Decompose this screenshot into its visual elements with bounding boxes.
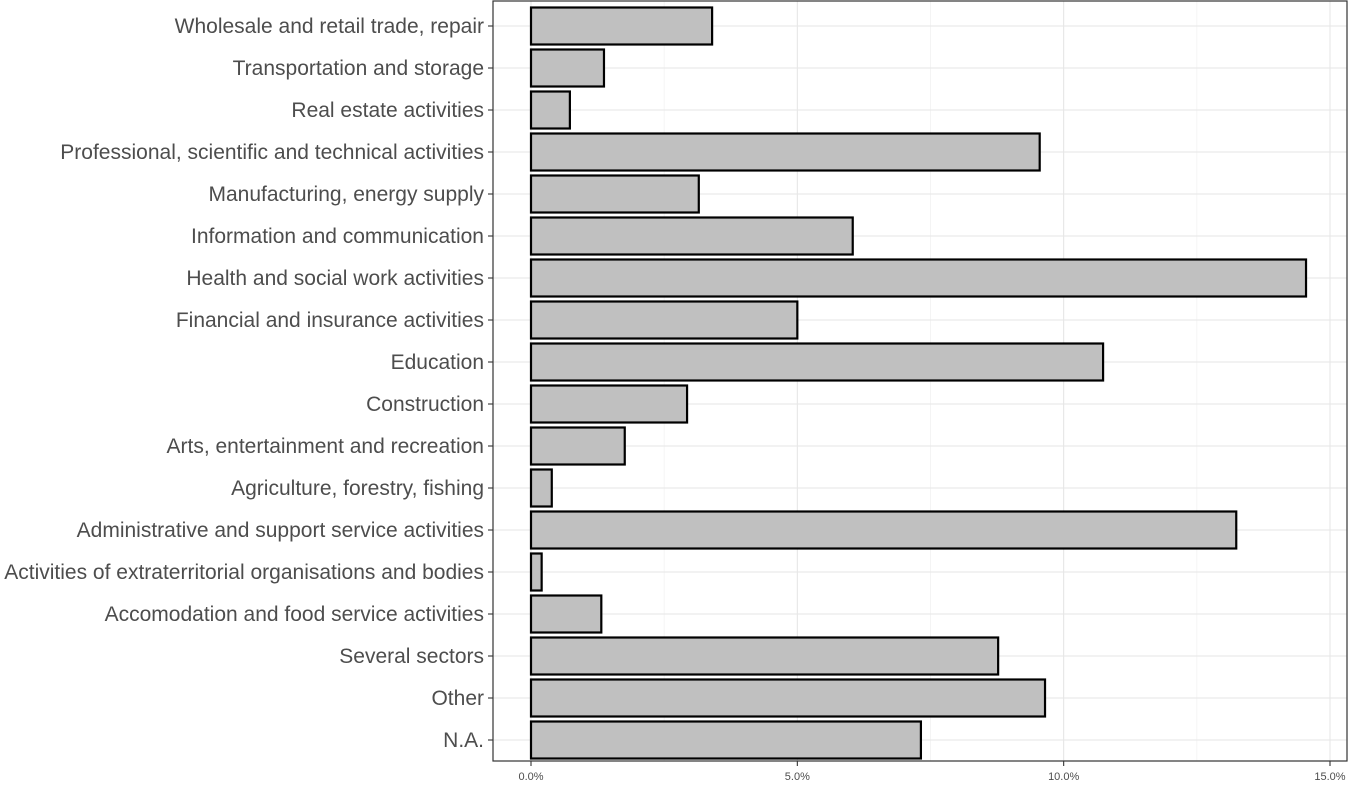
y-axis-label: Administrative and support service activ… [77, 519, 484, 542]
y-axis-label: Health and social work activities [186, 267, 484, 290]
y-axis-label: Other [431, 687, 484, 710]
bar [529, 678, 1047, 718]
bar [529, 300, 799, 340]
x-axis-tick-label: 10.0% [1048, 771, 1079, 782]
y-axis-label: Manufacturing, energy supply [209, 183, 485, 206]
bar [529, 384, 689, 424]
y-axis-label: Agriculture, forestry, fishing [231, 477, 484, 500]
bar [529, 174, 700, 214]
bar [529, 468, 553, 508]
bar [529, 48, 606, 88]
bar [529, 6, 714, 46]
y-axis-label: Several sectors [339, 645, 484, 668]
y-axis-label: Activities of extraterritorial organisat… [4, 561, 484, 584]
bar [529, 510, 1238, 550]
bar [529, 636, 1000, 676]
bar [529, 90, 571, 130]
y-axis-label: Financial and insurance activities [176, 309, 484, 332]
plot-panel-border [492, 0, 1348, 762]
x-axis: 0.0% 5.0% 10.0% 15.0% [518, 761, 1346, 783]
y-axis-label: Information and communication [191, 225, 484, 248]
bars [529, 6, 1308, 760]
y-axis-label: Professional, scientific and technical a… [60, 141, 484, 164]
y-axis-label: Construction [366, 393, 484, 416]
bar [529, 216, 854, 256]
y-axis: Wholesale and retail trade, repair Transp… [4, 15, 493, 752]
bar [529, 258, 1308, 298]
bar [529, 132, 1041, 172]
bar [529, 426, 626, 466]
y-axis-label: Accomodation and food service activities [105, 603, 484, 626]
y-axis-label: N.A. [443, 729, 484, 752]
bar [529, 552, 543, 592]
y-axis-label: Wholesale and retail trade, repair [175, 15, 484, 38]
y-axis-label: Arts, entertainment and recreation [166, 435, 484, 458]
x-axis-tick-label: 5.0% [785, 771, 810, 782]
y-axis-label: Real estate activities [291, 99, 484, 122]
bar [529, 720, 923, 760]
y-axis-label: Transportation and storage [233, 57, 484, 80]
bar [529, 342, 1105, 382]
x-axis-tick-label: 0.0% [518, 771, 543, 782]
x-axis-tick-label: 15.0% [1314, 771, 1345, 782]
y-axis-label: Education [391, 351, 484, 374]
bar [529, 594, 603, 634]
